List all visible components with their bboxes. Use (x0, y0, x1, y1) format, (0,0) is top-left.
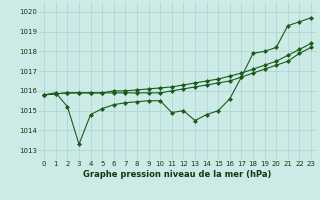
X-axis label: Graphe pression niveau de la mer (hPa): Graphe pression niveau de la mer (hPa) (84, 170, 272, 179)
